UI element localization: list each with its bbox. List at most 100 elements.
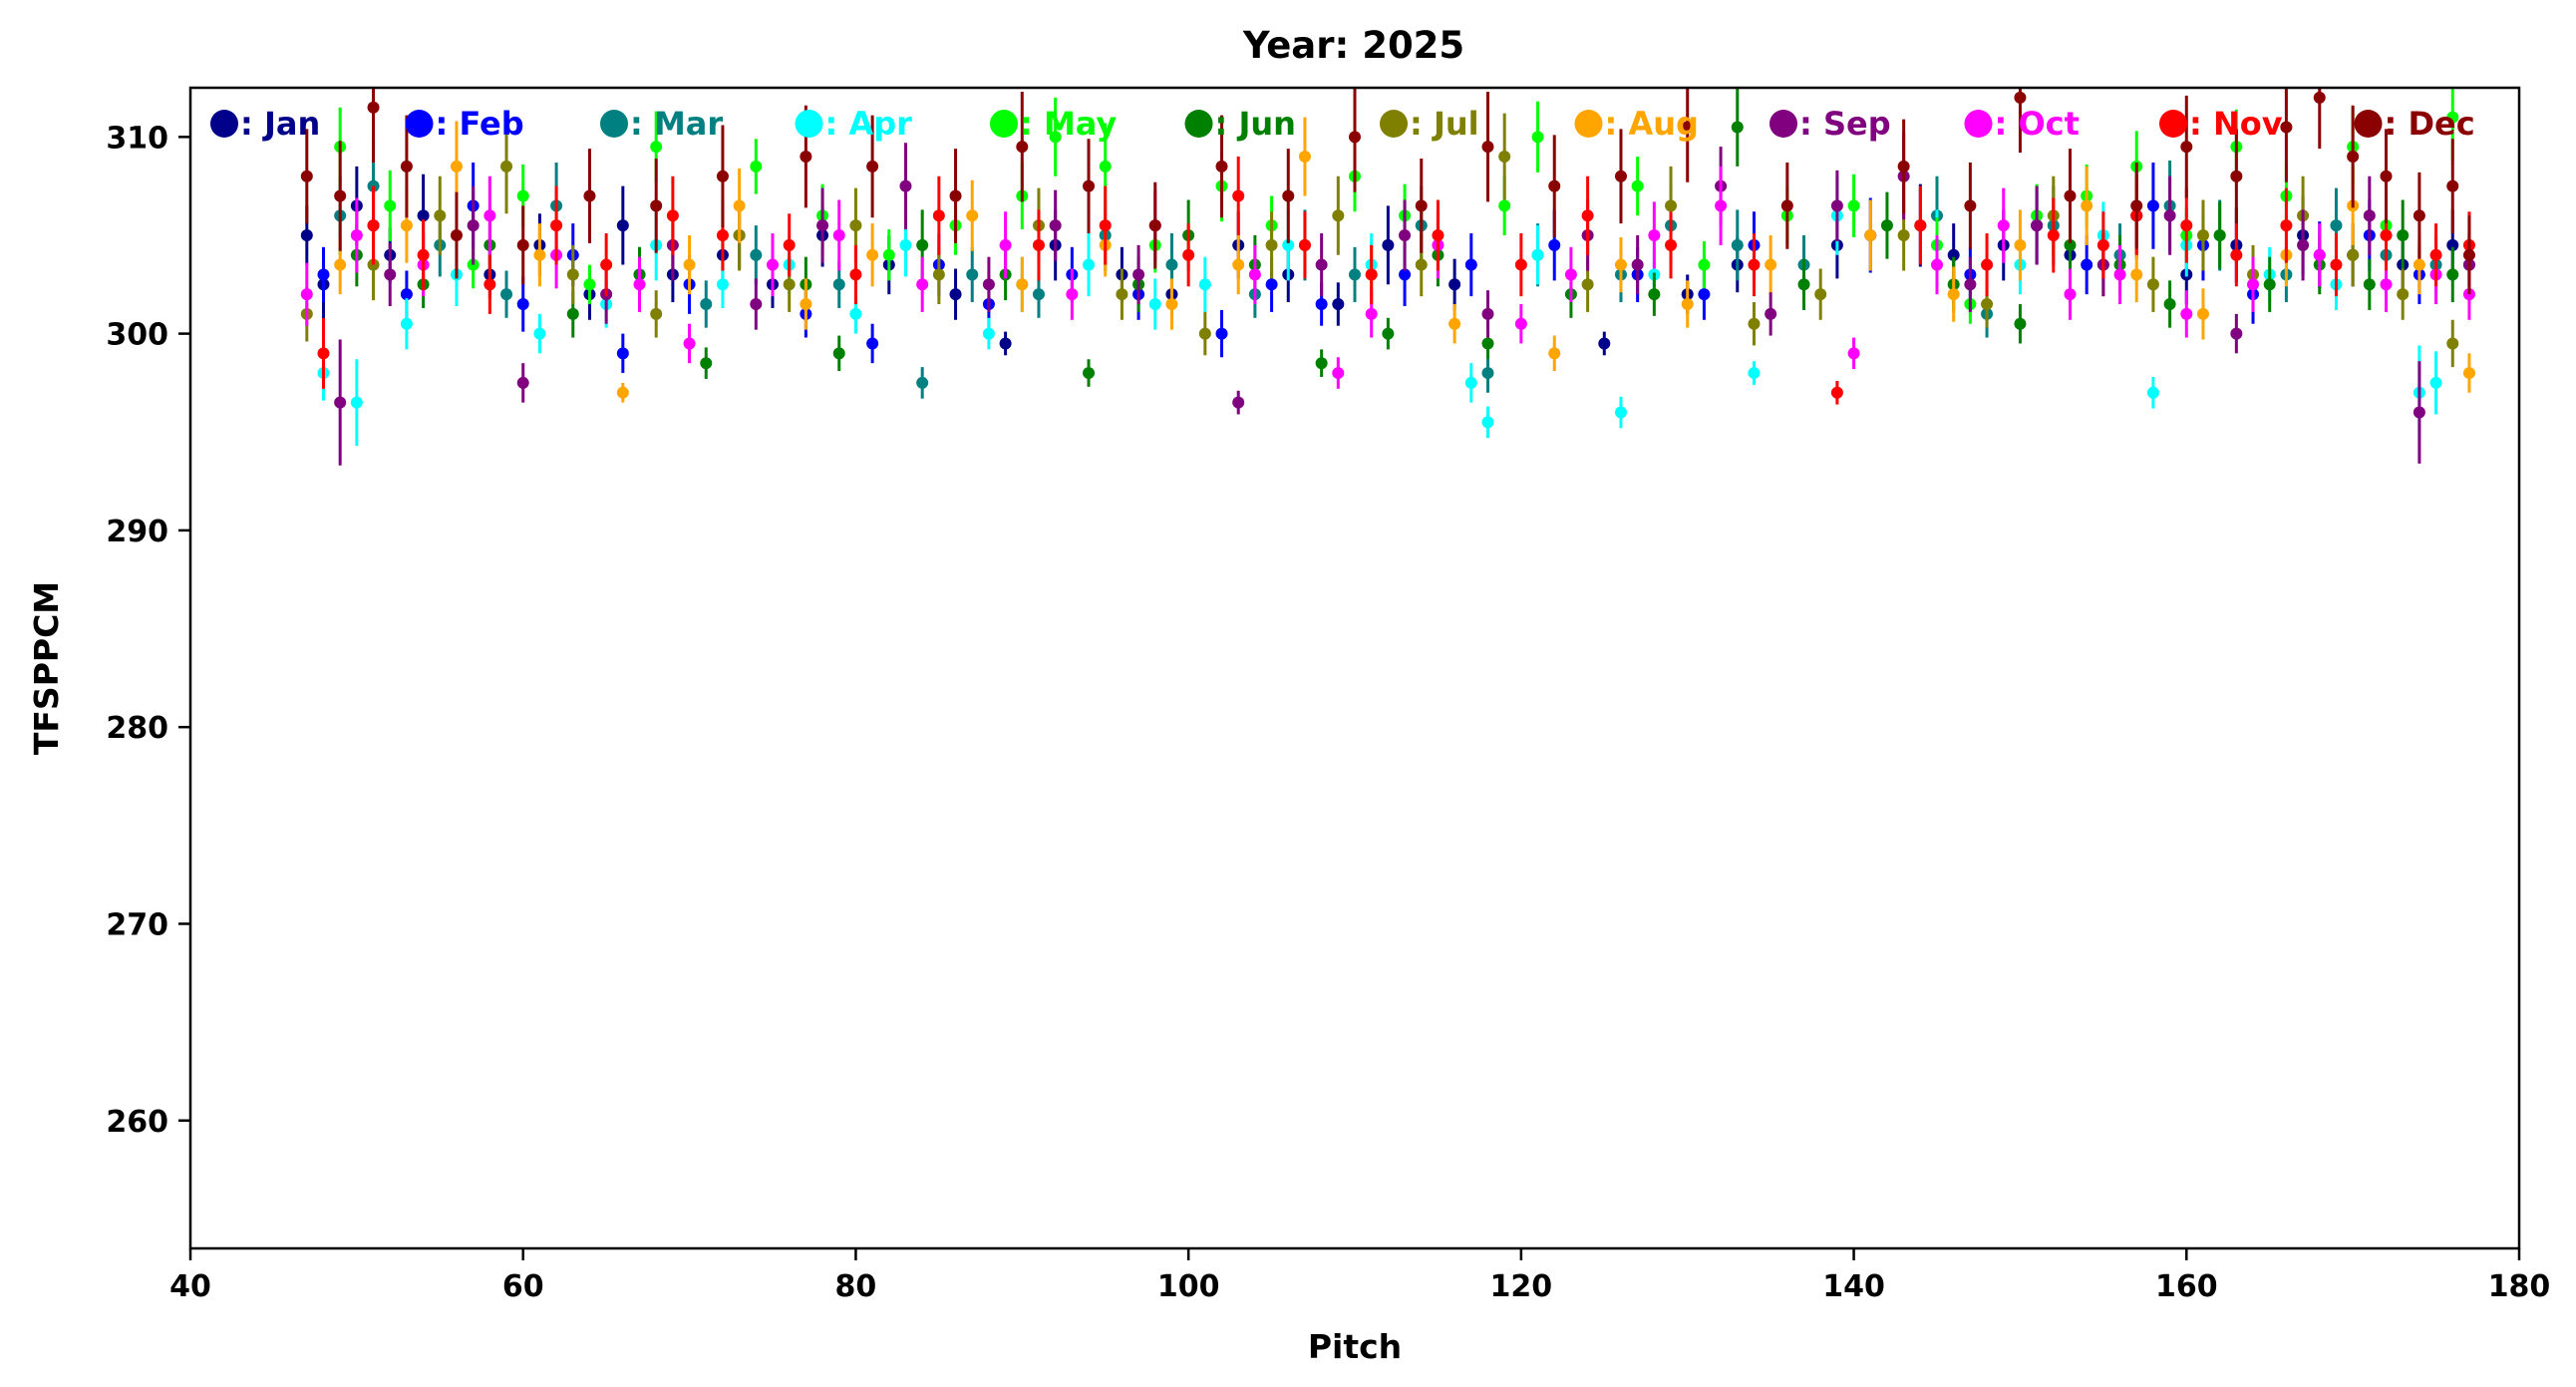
data-point (1032, 238, 1045, 251)
data-point (866, 160, 879, 173)
data-point (1332, 209, 1345, 222)
data-point (2230, 248, 2243, 261)
x-tick-label: 80 (835, 1269, 877, 1304)
data-point (750, 298, 763, 311)
data-point (1880, 219, 1893, 232)
data-point (616, 386, 629, 399)
data-point (1897, 160, 1910, 173)
data-point (566, 307, 579, 320)
data-point (2096, 238, 2109, 251)
data-point (916, 376, 929, 389)
data-point (2146, 199, 2159, 212)
data-point (1032, 288, 1045, 301)
legend-label: : Feb (436, 105, 524, 143)
data-point (300, 170, 313, 182)
data-point (1232, 258, 1245, 271)
data-point (2429, 248, 2442, 261)
data-point (1981, 258, 1994, 271)
legend-marker (2354, 110, 2383, 138)
data-point (2347, 248, 2360, 261)
legend-label: : Jul (1410, 105, 1479, 143)
data-point (882, 248, 895, 261)
data-point (1232, 189, 1245, 202)
data-point (1198, 278, 1211, 291)
data-point (2130, 199, 2143, 212)
data-point (300, 288, 313, 301)
data-point (1531, 248, 1544, 261)
data-point (916, 278, 929, 291)
data-point (1399, 268, 1412, 281)
legend-label: : Apr (825, 105, 913, 143)
data-point (1847, 347, 1860, 360)
legend-marker (1380, 110, 1408, 138)
data-point (1814, 288, 1827, 301)
legend-marker (1770, 110, 1797, 138)
data-point (683, 258, 696, 271)
data-point (2064, 288, 2077, 301)
data-marks (300, 88, 2475, 466)
data-point (2163, 209, 2176, 222)
data-point (1165, 298, 1178, 311)
data-point (1481, 141, 1494, 154)
data-point (1748, 367, 1761, 380)
data-point (2446, 268, 2459, 281)
data-point (1765, 258, 1777, 271)
data-point (2380, 170, 2393, 182)
data-point (1914, 219, 1927, 232)
data-point (1715, 199, 1728, 212)
data-point (1698, 258, 1711, 271)
data-point (1931, 258, 1943, 271)
data-point (2180, 141, 2193, 154)
data-point (1698, 288, 1711, 301)
data-point (300, 228, 313, 241)
data-point (350, 228, 363, 241)
data-point (966, 209, 979, 222)
data-point (1614, 170, 1627, 182)
data-point (1631, 179, 1644, 192)
legend-marker (210, 110, 238, 138)
data-point (1332, 298, 1345, 311)
chart-title: Year: 2025 (1242, 24, 1464, 67)
data-point (384, 199, 397, 212)
data-point (2330, 219, 2343, 232)
data-point (767, 258, 779, 271)
data-point (1514, 258, 1527, 271)
data-point (1681, 298, 1694, 311)
y-axis: 260 270 280 290 300 310 (106, 121, 190, 1140)
data-point (317, 268, 330, 281)
data-point (650, 141, 663, 154)
legend: : Jan: Feb: Mar: Apr: May: Jun: Jul: Aug… (210, 105, 2475, 143)
data-point (1514, 317, 1527, 330)
data-point (2330, 258, 2343, 271)
data-point (400, 288, 413, 301)
data-point (1282, 189, 1295, 202)
data-point (2130, 268, 2143, 281)
y-tick-label: 270 (106, 907, 168, 942)
data-point (533, 327, 546, 340)
data-point (1315, 298, 1328, 311)
data-point (2230, 327, 2243, 340)
data-point (2180, 219, 2193, 232)
data-point (500, 160, 513, 173)
data-point (317, 347, 330, 360)
data-point (1498, 151, 1511, 164)
x-axis-label: Pitch (1308, 1327, 1402, 1366)
data-point (866, 248, 879, 261)
data-point (750, 160, 763, 173)
data-point (949, 189, 962, 202)
data-point (2462, 248, 2475, 261)
data-point (2113, 268, 2126, 281)
data-point (1182, 248, 1195, 261)
x-tick-label: 140 (1822, 1269, 1885, 1304)
data-point (2363, 209, 2376, 222)
data-point (1964, 199, 1977, 212)
y-tick-label: 300 (106, 318, 168, 353)
legend-label: : Mar (630, 105, 723, 143)
data-point (1315, 357, 1328, 370)
data-point (932, 209, 945, 222)
data-point (949, 288, 962, 301)
data-point (1731, 238, 1744, 251)
data-point (716, 170, 729, 182)
data-point (1797, 278, 1810, 291)
data-point (1148, 298, 1161, 311)
